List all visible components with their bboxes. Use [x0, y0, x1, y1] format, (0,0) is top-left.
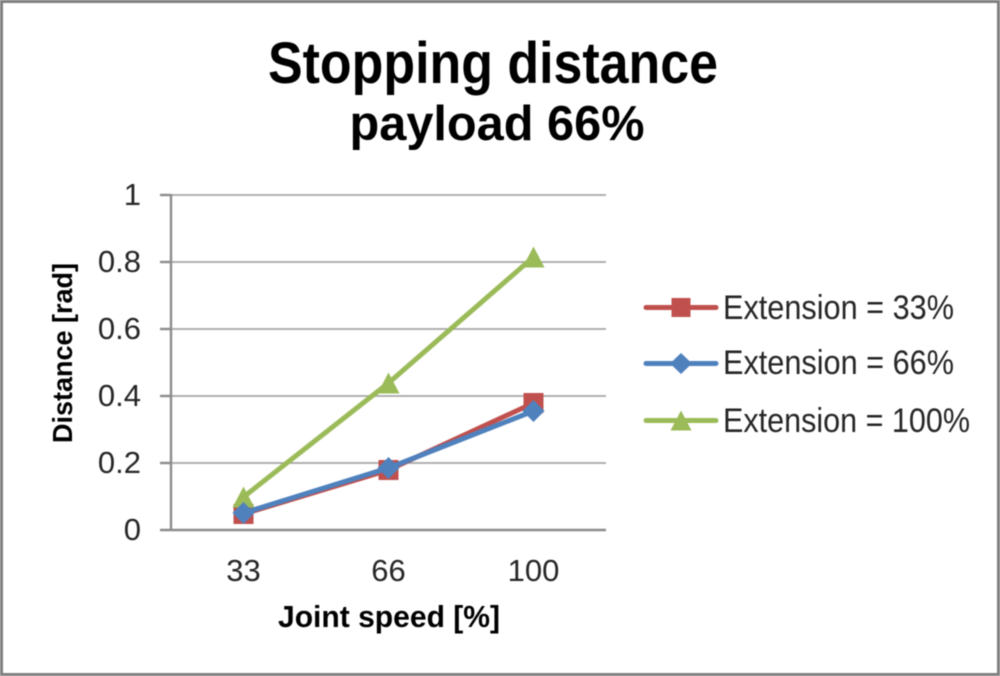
svg-text:1: 1: [124, 177, 141, 212]
svg-text:0.8: 0.8: [98, 244, 141, 279]
svg-text:66: 66: [371, 553, 405, 588]
svg-text:33: 33: [226, 553, 260, 588]
svg-text:Extension = 33%: Extension = 33%: [723, 289, 954, 327]
svg-text:0.6: 0.6: [98, 311, 141, 346]
svg-text:Extension = 100%: Extension = 100%: [723, 402, 970, 440]
svg-text:payload 66%: payload 66%: [350, 97, 645, 151]
svg-text:0: 0: [124, 512, 141, 547]
svg-text:Stopping distance: Stopping distance: [268, 31, 718, 96]
svg-text:Joint speed [%]: Joint speed [%]: [278, 599, 500, 634]
svg-text:0.4: 0.4: [98, 378, 141, 413]
svg-text:Extension = 66%: Extension = 66%: [723, 344, 954, 382]
svg-text:100: 100: [508, 553, 560, 588]
svg-text:Distance [rad]: Distance [rad]: [47, 263, 78, 443]
svg-text:0.2: 0.2: [98, 445, 141, 480]
